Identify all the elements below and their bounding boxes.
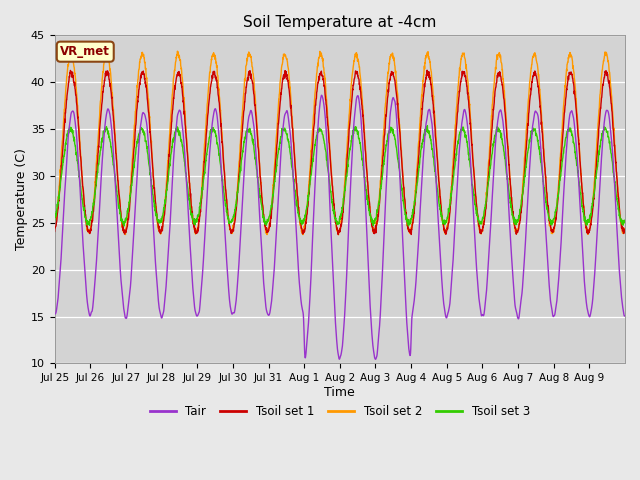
Text: VR_met: VR_met (60, 45, 110, 58)
X-axis label: Time: Time (324, 386, 355, 399)
Title: Soil Temperature at -4cm: Soil Temperature at -4cm (243, 15, 436, 30)
Legend: Tair, Tsoil set 1, Tsoil set 2, Tsoil set 3: Tair, Tsoil set 1, Tsoil set 2, Tsoil se… (145, 401, 534, 423)
Y-axis label: Temperature (C): Temperature (C) (15, 148, 28, 250)
